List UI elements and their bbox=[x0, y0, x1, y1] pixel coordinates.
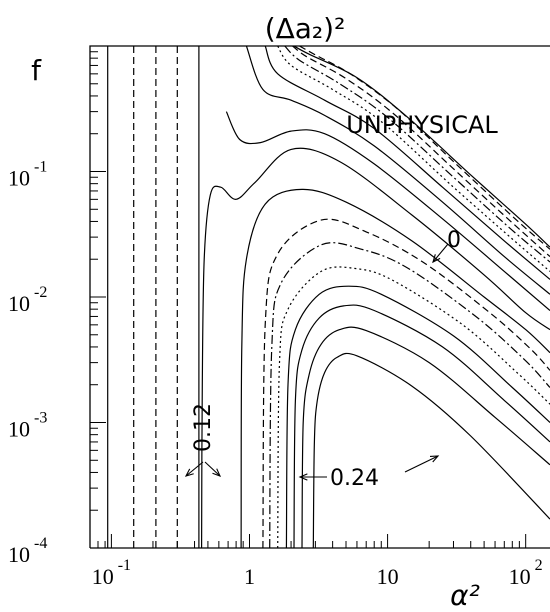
x-tick-label: 10 2 bbox=[509, 557, 543, 589]
contour-line-12 bbox=[264, 46, 550, 280]
contour-line-6 bbox=[269, 242, 550, 548]
arrow-contour-012-right-head bbox=[212, 468, 222, 477]
y-tick-label: 10 -3 bbox=[8, 410, 47, 442]
y-axis-label: f bbox=[31, 54, 42, 87]
y-tick-label: 10 -2 bbox=[8, 284, 47, 316]
contour-line-15 bbox=[292, 46, 550, 258]
contour-line-4 bbox=[285, 285, 550, 548]
x-axis-label: α² bbox=[450, 579, 480, 612]
x-tick-exponent: 2 bbox=[531, 557, 543, 574]
contour-line-9 bbox=[201, 147, 550, 548]
contour-line-8 bbox=[240, 188, 550, 548]
contour-line-13 bbox=[277, 46, 550, 272]
arrow-contour-012-right bbox=[204, 461, 221, 477]
y-tick-exponent: -1 bbox=[30, 159, 47, 176]
x-tick-label: 10 bbox=[377, 564, 399, 589]
y-tick-exponent: -2 bbox=[30, 284, 47, 301]
x-tick-label: 10 -1 bbox=[92, 557, 131, 589]
x-tick-label: 1 bbox=[244, 564, 255, 589]
unphysical-region-label: UNPHYSICAL bbox=[346, 111, 498, 139]
arrow-contour-012-left-head bbox=[184, 468, 194, 477]
contour-line-16 bbox=[299, 46, 550, 250]
x-tick-exponent: -1 bbox=[114, 557, 131, 574]
chart-title: (Δa₂)² bbox=[265, 12, 346, 45]
arrow-contour-024-left-head bbox=[298, 473, 308, 481]
contour-annotations: 0 0.12 0.24 bbox=[184, 228, 461, 491]
arrow-contour-024-right-head bbox=[429, 455, 440, 463]
contour-label-0: 0 bbox=[447, 228, 461, 253]
contour-line-17 bbox=[293, 46, 550, 248]
contour-lines bbox=[107, 46, 550, 548]
contour-line-11 bbox=[245, 46, 550, 295]
y-tick-exponent: -3 bbox=[30, 410, 47, 427]
contour-line-14 bbox=[284, 46, 550, 263]
contour-line-3 bbox=[293, 304, 550, 548]
y-tick-label: 10 -4 bbox=[8, 535, 47, 567]
contour-label-012: 0.12 bbox=[191, 403, 216, 452]
arrow-contour-024-right bbox=[404, 455, 439, 473]
y-tick-exponent: -4 bbox=[30, 535, 47, 552]
contour-line-1 bbox=[312, 352, 550, 548]
arrow-contour-0-head bbox=[432, 254, 441, 264]
contour-line-2 bbox=[301, 326, 550, 548]
y-tick-label: 10 -1 bbox=[8, 159, 47, 191]
contour-line-5 bbox=[277, 266, 550, 548]
contour-label-024: 0.24 bbox=[330, 466, 379, 491]
contour-line-7 bbox=[262, 218, 550, 548]
contour-line-10 bbox=[225, 111, 550, 311]
arrow-contour-0 bbox=[432, 243, 449, 263]
arrow-contour-012-left bbox=[185, 461, 204, 477]
